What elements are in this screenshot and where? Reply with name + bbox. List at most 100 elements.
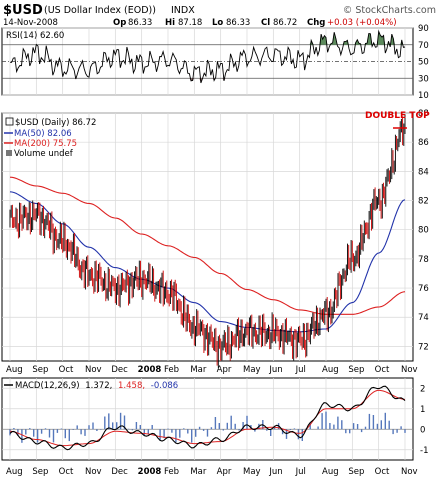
x-tick-label: Aug — [6, 467, 23, 477]
macd-histogram — [9, 411, 406, 443]
rsi-oversold-fill — [10, 78, 405, 83]
x-tick-label: Oct — [59, 467, 74, 477]
price-ticks: 72 74 76 78 80 82 84 86 88 — [418, 109, 429, 352]
x-tick-label: Oct — [375, 365, 390, 375]
x-tick-label: May — [243, 365, 261, 375]
price-tick-label: 72 — [418, 342, 429, 352]
x-tick-label: Aug — [6, 365, 23, 375]
x-tick-label: Jun — [268, 365, 282, 375]
macd-signal-legend: 1.458, — [118, 381, 145, 391]
macd-legend-value: 1.372, — [85, 381, 112, 391]
rsi-overbought-fill — [10, 31, 405, 45]
price-tick-label: 84 — [418, 167, 429, 177]
x-tick-label: Jun — [268, 467, 282, 477]
x-tick-label: Jul — [295, 365, 306, 375]
rsi-tick-label: 90 — [418, 24, 429, 34]
lo-label: Lo — [212, 18, 223, 28]
x-tick-label: Sep — [32, 467, 48, 477]
x-tick-label: Mar — [190, 365, 207, 375]
x-tick-label: Feb — [164, 365, 179, 375]
rsi-tick-label: 50 — [418, 58, 429, 68]
price-legend-title: $USD (Daily) 86.72 — [15, 118, 96, 128]
x-tick-label: May — [243, 467, 261, 477]
date: 14-Nov-2008 — [3, 18, 58, 28]
x-tick-label: Sep — [32, 365, 48, 375]
ma50-line — [9, 191, 406, 333]
macd-signal-line — [9, 389, 406, 447]
ma50-series — [9, 191, 406, 333]
macd-legend: MACD(12,26,9) 1.372, 1.458, -0.086 — [15, 381, 178, 391]
x-axis-upper: Aug Sep Oct Nov Dec 2008 Feb Mar Apr May Jun Jul Aug… — [6, 365, 418, 375]
macd-panel — [1, 377, 414, 461]
x-tick-label: Feb — [164, 467, 179, 477]
x-tick-label: Dec — [111, 365, 128, 375]
volume-legend: Volume undef — [14, 149, 74, 159]
macd-tick-label: 0 — [420, 425, 425, 435]
price-tick-label: 76 — [418, 284, 429, 294]
rsi-tick-label: 70 — [418, 41, 429, 51]
ma200-line — [9, 176, 406, 315]
price-bars — [9, 114, 406, 368]
price-legend-swatch — [5, 117, 14, 126]
x-tick-label: Aug — [322, 467, 339, 477]
ma50-legend: MA(50) 82.06 — [14, 129, 72, 139]
volume-legend-swatch — [6, 150, 12, 156]
lo-value: 86.33 — [226, 18, 250, 28]
watermark: © StockCharts.com — [343, 5, 436, 16]
macd-tick-label: -1 — [420, 446, 428, 456]
x-tick-label: Nov — [401, 365, 418, 375]
macd-signal-series — [9, 389, 406, 447]
op-label: Op — [113, 18, 126, 28]
ma200-series — [9, 176, 406, 315]
price-tick-label: 86 — [418, 138, 429, 148]
x-tick-label: Sep — [348, 365, 364, 375]
exchange: INDX — [171, 5, 195, 16]
x-tick-label: Nov — [85, 467, 102, 477]
cl-label: Cl — [261, 18, 270, 28]
x-tick-label: 2008 — [138, 365, 162, 375]
chg-value: +0.03 (+0.04%) — [327, 18, 397, 28]
price-tick-label: 74 — [418, 313, 429, 323]
macd-ticks: 2 1 0 -1 — [420, 384, 428, 456]
price-tick-label: 80 — [418, 226, 429, 236]
x-tick-label: Nov — [401, 467, 418, 477]
x-tick-label: Aug — [322, 365, 339, 375]
macd-line — [9, 385, 406, 451]
x-tick-label: Mar — [190, 467, 207, 477]
x-tick-label: Nov — [85, 365, 102, 375]
rsi-line — [9, 29, 406, 84]
op-value: 86.33 — [128, 18, 152, 28]
x-tick-label: Jul — [295, 467, 306, 477]
x-tick-label: Oct — [59, 365, 74, 375]
rsi-ticks: 90 70 50 30 10 — [418, 24, 429, 101]
cl-value: 86.72 — [273, 18, 297, 28]
x-tick-label: Dec — [111, 467, 128, 477]
macd-legend-prefix: MACD(12,26,9) — [15, 381, 80, 391]
symbol: $USD — [3, 3, 43, 18]
rsi-series — [9, 29, 406, 84]
rsi-tick-label: 10 — [418, 91, 429, 101]
double-top-label: DOUBLE TOP — [365, 111, 430, 121]
macd-hist-legend: -0.086 — [151, 381, 178, 391]
macd-tick-label: 2 — [420, 384, 425, 394]
ma200-legend: MA(200) 75.75 — [14, 139, 77, 149]
x-axis-lower: Aug Sep Oct Nov Dec 2008 Feb Mar Apr May Jun Jul Aug… — [6, 467, 418, 477]
macd-series — [9, 385, 406, 451]
price-grid — [2, 112, 413, 361]
price-tick-label: 82 — [418, 197, 429, 207]
rsi-label: RSI(14) 62.60 — [6, 31, 64, 41]
price-tick-label: 78 — [418, 255, 429, 265]
chg-label: Chg — [307, 18, 325, 28]
x-tick-label: Apr — [217, 467, 232, 477]
x-tick-label: 2008 — [138, 467, 162, 477]
price-legend: $USD (Daily) 86.72 MA(50) 82.06 MA(200) … — [4, 117, 96, 159]
macd-tick-label: 1 — [420, 405, 425, 415]
x-tick-label: Oct — [375, 467, 390, 477]
rsi-tick-label: 30 — [418, 74, 429, 84]
price-tick-label: 88 — [418, 109, 429, 119]
x-tick-label: Apr — [217, 365, 232, 375]
hi-value: 87.18 — [178, 18, 202, 28]
x-tick-label: Sep — [348, 467, 364, 477]
